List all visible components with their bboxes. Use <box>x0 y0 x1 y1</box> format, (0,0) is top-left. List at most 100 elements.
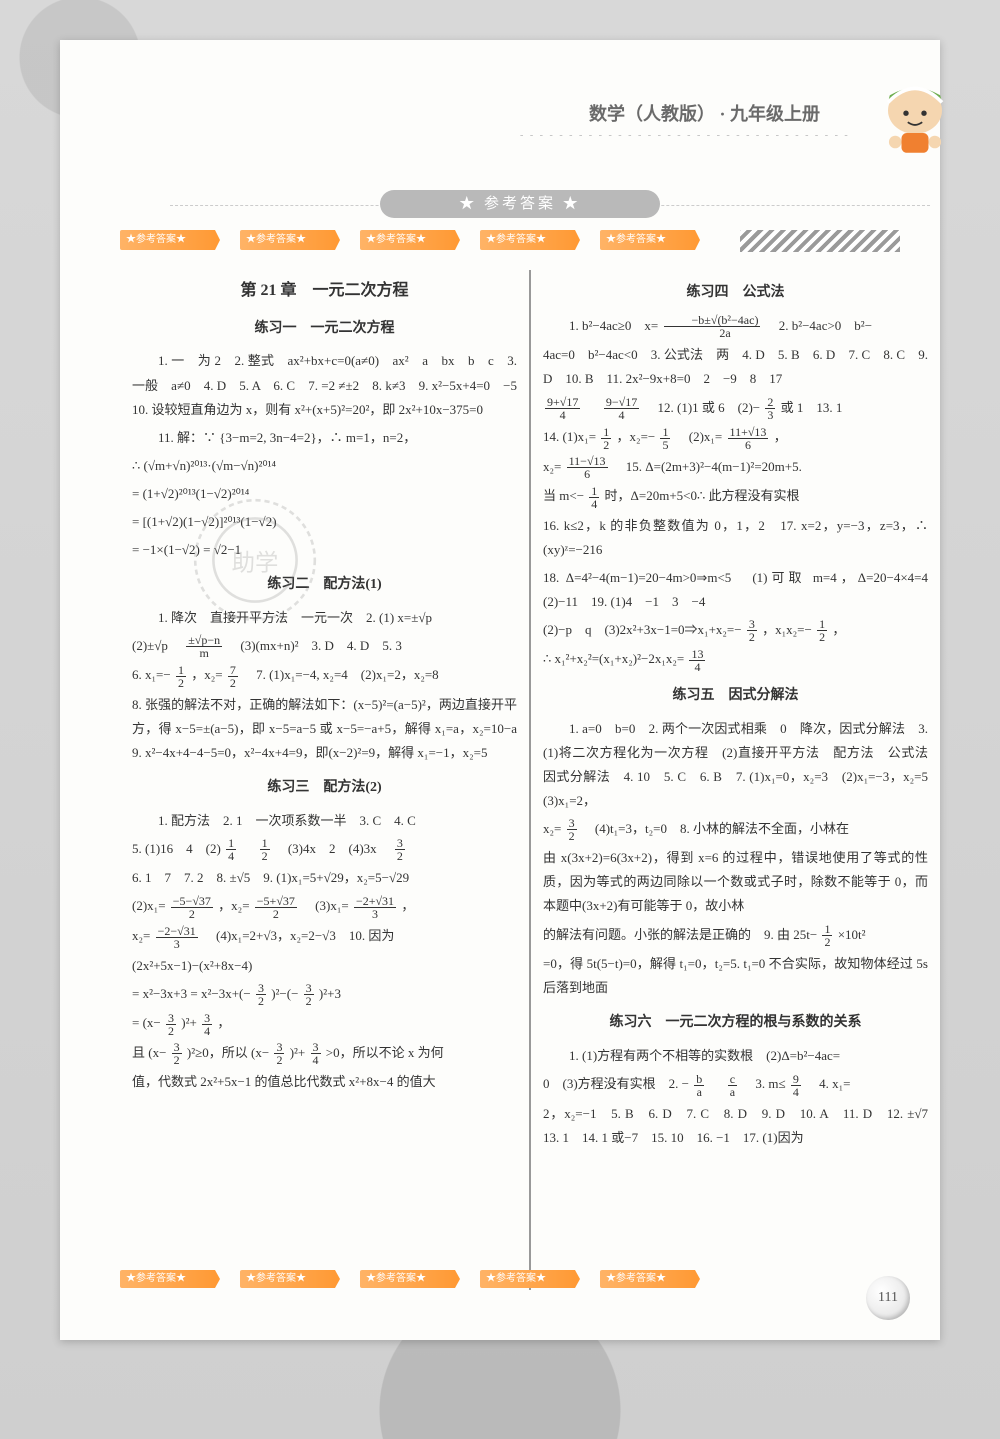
d: 2 <box>172 1054 182 1066</box>
ex3-p2: 5. (1)16 4 (2) 14 12 (3)4x 2 (4)3x 32 <box>132 837 517 863</box>
frac: −2−√313 <box>154 925 200 950</box>
n: 11+√13 <box>728 426 769 439</box>
frac: 15 <box>658 426 672 451</box>
ex3-p6: (2x²+5x−1)−(x²+8x−4) <box>132 954 517 978</box>
d: 4 <box>689 661 705 673</box>
ex5-p2: x₂= 32 (4)t₁=3，t₂=0 8. 小林的解法不全面，小林在 <box>543 817 928 843</box>
d: 2 <box>171 908 213 920</box>
frac: 9+√174 <box>543 396 582 421</box>
t: (3)(mx+n)² 3. D 4. D 5. 3 <box>227 638 401 653</box>
d: 2 <box>747 631 757 643</box>
ex3-p3: 6. 1 7 7. 2 8. ±√5 9. (1)x₁=5+√29，x₂=5−√… <box>132 866 517 890</box>
t: )²+ <box>290 1045 306 1060</box>
frac: 32 <box>164 1012 178 1037</box>
tab-item: ★参考答案★ <box>120 1270 220 1288</box>
t: ∴ x₁²+x₂²=(x₁+x₂)²−2x₁x₂= <box>543 651 684 666</box>
tab-item: ★参考答案★ <box>600 1270 700 1288</box>
d: 6 <box>567 468 608 480</box>
frac: 14 <box>224 837 238 862</box>
t: )²+ <box>181 1015 197 1030</box>
left-column: 第 21 章 一元二次方程 练习一 一元二次方程 1. 一 为 2 2. 整式 … <box>120 270 529 1290</box>
t: (4)x₁=2+√3，x₂=2−√3 10. 因为 <box>203 928 394 943</box>
d: 6 <box>728 439 769 451</box>
ex4-p1: 1. b²−4ac≥0 x= −b±√(b²−4ac)2a 2. b²−4ac>… <box>543 314 928 340</box>
book-header: 数学（人教版） · 九年级上册 <box>589 100 820 126</box>
n: 1 <box>660 426 670 439</box>
t: 14. (1)x₁= <box>543 429 596 444</box>
t: 12. (1)1 或 6 (2)− <box>644 400 760 415</box>
t: = x²−3x+3 = x²−3x+(− <box>132 986 251 1001</box>
subject: 数学（人教版） <box>589 104 715 124</box>
t: ， <box>832 622 845 637</box>
d: 2a <box>664 327 761 339</box>
tab-item: ★参考答案★ <box>480 230 580 250</box>
t: (3)4x 2 (4)3x <box>275 841 390 856</box>
ex4-p8: 18. Δ=4²−4(m−1)=20−4m>0⇒m<5 (1)可取 m=4，Δ=… <box>543 566 928 614</box>
frac: 32 <box>254 982 268 1007</box>
n: c <box>728 1073 737 1086</box>
frac: 34 <box>200 1012 214 1037</box>
d: 4 <box>791 1086 801 1098</box>
t: )²≥0，所以 (x− <box>187 1045 269 1060</box>
frac: ca <box>726 1073 739 1098</box>
ex1-p2: 11. 解：∵ {3−m=2, 3n−4=2}，∴ m=1，n=2， <box>132 426 517 450</box>
d: 2 <box>274 1054 284 1066</box>
frac: 12 <box>174 664 188 689</box>
grade: · 九年级上册 <box>719 104 820 124</box>
tab-item: ★参考答案★ <box>240 230 340 250</box>
frac: −2+√313 <box>352 895 398 920</box>
frac: −b±√(b²−4ac)2a <box>662 314 763 339</box>
t: )²−(− <box>271 986 298 1001</box>
ex4-p5: x₂= 11−√136 15. Δ=(2m+3)²−4(m−1)²=20m+5. <box>543 455 928 481</box>
tab-item: ★参考答案★ <box>600 230 700 250</box>
t: ，x₂= <box>191 667 222 682</box>
ex6-title: 练习六 一元二次方程的根与系数的关系 <box>543 1010 928 1036</box>
n: 1 <box>176 664 186 677</box>
ex2-p2: (2)±√p ±√p−nm (3)(mx+n)² 3. D 4. D 5. 3 <box>132 634 517 660</box>
t: ，x₂= <box>218 898 249 913</box>
d: 5 <box>660 439 670 451</box>
tab-item: ★参考答案★ <box>240 1270 340 1288</box>
t: (2)−p q (3)2x²+3x−1=0⇒x₁+x₂=− <box>543 622 742 637</box>
frac: 34 <box>309 1041 323 1066</box>
ex4-p2: 4ac=0 b²−4ac<0 3. 公式法 两 4. D 5. B 6. D 7… <box>543 343 928 391</box>
frac: 32 <box>302 982 316 1007</box>
frac: 72 <box>226 664 240 689</box>
t: x₂= <box>543 459 561 474</box>
hatch-decoration <box>740 230 900 252</box>
frac: 94 <box>789 1073 803 1098</box>
frac: −5+√372 <box>253 895 299 920</box>
t: ，x₂=− <box>617 429 656 444</box>
frac: ba <box>692 1073 706 1098</box>
frac: 23 <box>763 396 777 421</box>
t: 的解法有问题。小张的解法是正确的 9. 由 25t− <box>543 927 817 942</box>
t: 1. b²−4ac≥0 x= <box>569 318 658 333</box>
frac: 12 <box>815 618 829 643</box>
ex3-p8: = (x− 32 )²+ 34 ， <box>132 1011 517 1037</box>
d: 2 <box>304 995 314 1007</box>
header-dots: - - - - - - - - - - - - - - - - - - - - … <box>520 130 850 141</box>
page: 数学（人教版） · 九年级上册 - - - - - - - - - - - - … <box>60 40 940 1340</box>
ex2-p4: 8. 张强的解法不对，正确的解法如下：(x−5)²=(a−5)²，两边直接开平方… <box>132 693 517 765</box>
t: 当 m<− <box>543 488 584 503</box>
d: 2 <box>567 830 577 842</box>
t: 4. x₁= <box>806 1076 850 1091</box>
t: 3. m≤ <box>742 1076 785 1091</box>
ex3-p10: 值，代数式 2x²+5x−1 的值总比代数式 x²+8x−4 的值大 <box>132 1070 517 1094</box>
d: 4 <box>226 850 236 862</box>
frac: 12 <box>820 923 834 948</box>
d: 4 <box>545 409 580 421</box>
tab-item: ★参考答案★ <box>360 230 460 250</box>
frac: 9−√174 <box>602 396 641 421</box>
t: 7. (1)x₁=−4, x₂=4 (2)x₁=2，x₂=8 <box>243 667 439 682</box>
tab-item: ★参考答案★ <box>120 230 220 250</box>
frac: 32 <box>272 1041 286 1066</box>
frac: 14 <box>587 485 601 510</box>
t: (4)t₁=3，t₂=0 8. 小林的解法不全面，小林在 <box>582 821 849 836</box>
ex2-p1: 1. 降次 直接开平方法 一元一次 2. (1) x=±√p <box>132 606 517 630</box>
tab-item: ★参考答案★ <box>480 1270 580 1288</box>
t: 15. Δ=(2m+3)²−4(m−1)²=20m+5. <box>613 459 802 474</box>
t: (2)x₁= <box>676 429 723 444</box>
frac: 12 <box>599 426 613 451</box>
d: 2 <box>166 1025 176 1037</box>
